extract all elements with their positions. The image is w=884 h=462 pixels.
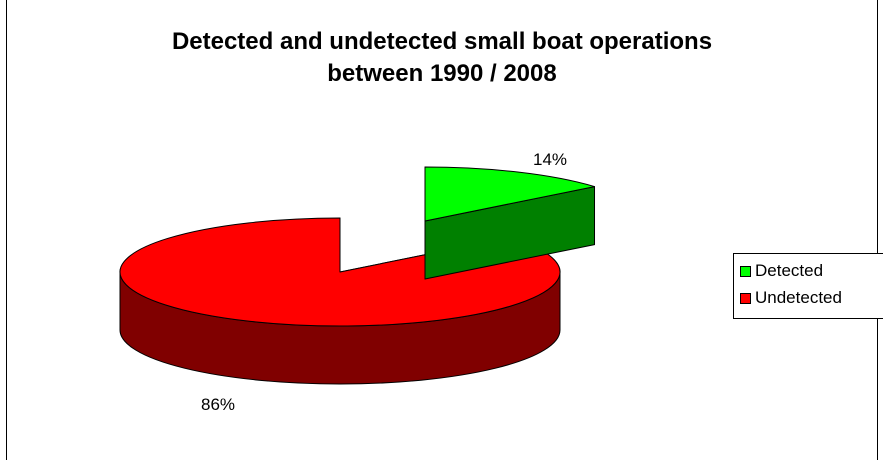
pie-top-undetected: [119, 217, 561, 327]
chart-title-line-2: between 1990 / 2008: [327, 60, 557, 87]
legend-item-detected: Detected: [740, 261, 823, 281]
legend-item-undetected: Undetected: [740, 288, 842, 308]
data-label-undetected: 86%: [201, 395, 235, 414]
chart-title: Detected and undetected small boat opera…: [0, 26, 884, 90]
legend: Detected Undetected: [733, 253, 883, 319]
legend-swatch-detected: [740, 265, 751, 277]
legend-label-detected: Detected: [755, 261, 824, 280]
legend-swatch-undetected: [740, 292, 751, 304]
data-label-detected: 14%: [533, 150, 567, 169]
pie-slice-detected: [424, 166, 596, 280]
chart-title-line-1: Detected and undetected small boat opera…: [171, 28, 713, 55]
pie-top-detected: [424, 166, 596, 222]
legend-label-undetected: Undetected: [755, 288, 842, 307]
